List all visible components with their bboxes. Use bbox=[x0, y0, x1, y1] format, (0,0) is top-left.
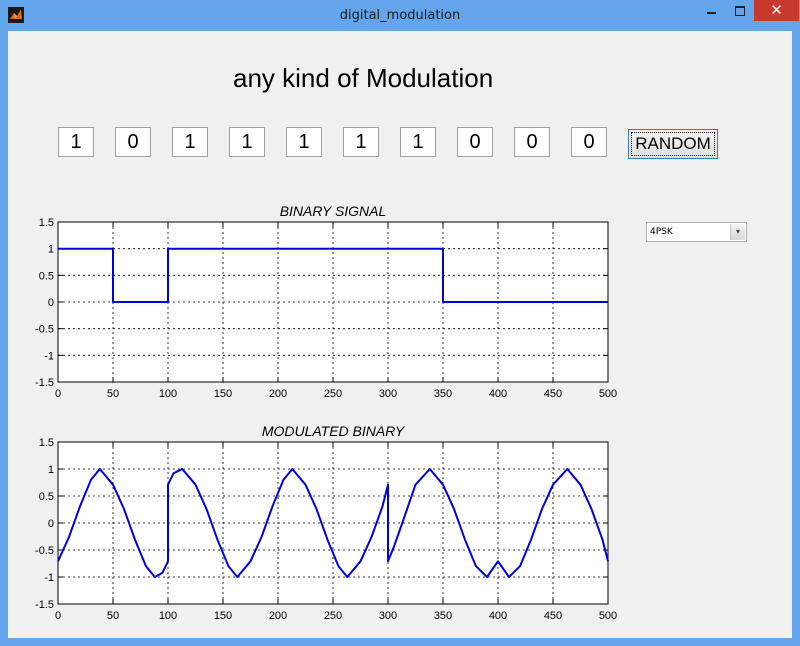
y-tick-label: 0 bbox=[48, 297, 54, 309]
minimize-icon bbox=[707, 12, 716, 14]
maximize-button[interactable] bbox=[727, 0, 754, 21]
x-tick-label: 200 bbox=[269, 610, 287, 622]
modulation-type-dropdown[interactable]: 4PSK ▾ bbox=[646, 222, 747, 242]
x-tick-label: 400 bbox=[489, 388, 507, 400]
bit-input-7[interactable]: 1 bbox=[400, 127, 436, 157]
modulated-binary-axes: 0 50 100 150 200 250 300 350 400 450 500 -1.5 -1 -0.5… bbox=[35, 423, 617, 622]
focus-outline bbox=[631, 132, 715, 156]
y-tick-label: -1.5 bbox=[35, 377, 54, 389]
x-tick-label: 350 bbox=[434, 388, 452, 400]
bit-input-5[interactable]: 1 bbox=[286, 127, 322, 157]
modulated-binary-title: MODULATED BINARY bbox=[262, 423, 406, 439]
bit-input-4[interactable]: 1 bbox=[229, 127, 265, 157]
binary-signal-series-line bbox=[58, 247, 608, 303]
close-button[interactable]: ✕ bbox=[754, 0, 799, 21]
bit-input-3[interactable]: 1 bbox=[172, 127, 208, 157]
bit-input-10[interactable]: 0 bbox=[571, 127, 607, 157]
x-tick-label: 200 bbox=[269, 388, 287, 400]
x-tick-label: 500 bbox=[599, 388, 617, 400]
x-tick-label: 300 bbox=[379, 388, 397, 400]
x-tick-label: 250 bbox=[324, 610, 342, 622]
y-tick-label: 1 bbox=[48, 244, 54, 256]
x-tick-label: 450 bbox=[544, 610, 562, 622]
y-tick-label: -1 bbox=[44, 572, 54, 584]
x-tick-label: 350 bbox=[434, 610, 452, 622]
random-button-label: RANDOM bbox=[635, 134, 711, 153]
modulated-binary-series-line bbox=[57, 468, 609, 578]
x-tick-label: 50 bbox=[107, 610, 119, 622]
title-bar[interactable]: digital_modulation ✕ bbox=[0, 0, 800, 32]
x-tick-label: 150 bbox=[214, 610, 232, 622]
y-tick-label: 0.5 bbox=[39, 491, 54, 503]
page-title: any kind of Modulation bbox=[233, 63, 494, 93]
x-tick-label: 100 bbox=[159, 610, 177, 622]
matlab-icon bbox=[8, 7, 24, 23]
window-title: digital_modulation bbox=[339, 8, 461, 23]
modulation-type-value: 4PSK bbox=[650, 227, 673, 237]
bit-input-6[interactable]: 1 bbox=[343, 127, 379, 157]
y-tick-label: 0.5 bbox=[39, 270, 54, 282]
modulated-binary-axes-box bbox=[57, 441, 609, 605]
y-tick-label: 1.5 bbox=[39, 217, 54, 229]
x-tick-label: 300 bbox=[379, 610, 397, 622]
bit-input-1[interactable]: 1 bbox=[58, 127, 94, 157]
y-tick-label: -1.5 bbox=[35, 599, 54, 611]
x-tick-label: 500 bbox=[599, 610, 617, 622]
bit-input-8[interactable]: 0 bbox=[457, 127, 493, 157]
close-icon: ✕ bbox=[770, 1, 783, 19]
x-tick-label: 150 bbox=[214, 388, 232, 400]
x-tick-label: 450 bbox=[544, 388, 562, 400]
figure-client-area: 0 50 100 150 200 250 300 350 400 450 500 -1.5 -1 -0.5… bbox=[8, 31, 792, 638]
y-tick-label: -0.5 bbox=[35, 545, 54, 557]
x-tick-label: 400 bbox=[489, 610, 507, 622]
y-tick-label: -0.5 bbox=[35, 324, 54, 336]
axes-layer: 0 50 100 150 200 250 300 350 400 450 500-1.5-1-0.5… bbox=[35, 203, 617, 622]
y-tick-label: 0 bbox=[48, 518, 54, 530]
maximize-icon bbox=[735, 6, 745, 16]
x-tick-label: 0 bbox=[55, 610, 61, 622]
bit-input-9[interactable]: 0 bbox=[514, 127, 550, 157]
bit-input-2[interactable]: 0 bbox=[115, 127, 151, 157]
y-tick-label: 1.5 bbox=[39, 437, 54, 449]
x-tick-label: 50 bbox=[107, 388, 119, 400]
y-tick-label: 1 bbox=[48, 464, 54, 476]
y-tick-label: -1 bbox=[44, 350, 54, 362]
binary-signal-title: BINARY SIGNAL bbox=[280, 203, 387, 219]
binary-signal-axes: 0 50 100 150 200 250 300 350 400 450 500 -1.5 -1 -0.5… bbox=[35, 203, 617, 400]
x-tick-label: 250 bbox=[324, 388, 342, 400]
x-tick-label: 0 bbox=[55, 388, 61, 400]
minimize-button[interactable] bbox=[694, 0, 728, 21]
random-button[interactable]: RANDOM bbox=[628, 129, 718, 159]
x-tick-label: 100 bbox=[159, 388, 177, 400]
chevron-down-icon[interactable]: ▾ bbox=[730, 224, 745, 240]
